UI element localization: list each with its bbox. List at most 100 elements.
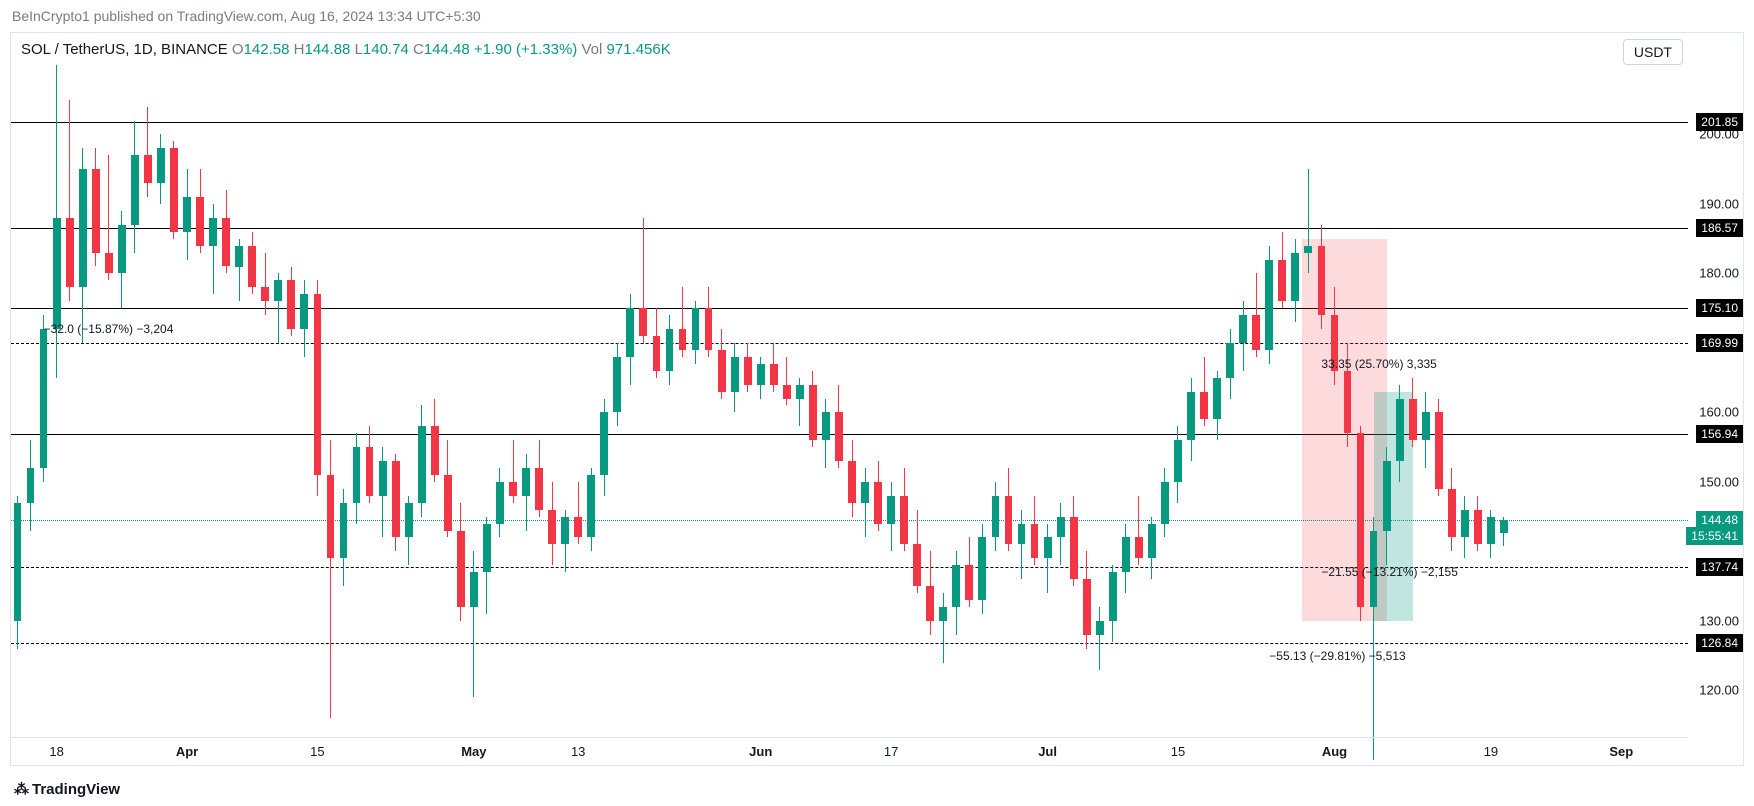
candle[interactable] [300, 294, 308, 329]
candle[interactable] [639, 308, 647, 336]
candle[interactable] [548, 510, 556, 545]
candle[interactable] [939, 607, 947, 621]
candle[interactable] [222, 218, 230, 267]
candle[interactable] [157, 148, 165, 183]
candle[interactable] [483, 524, 491, 573]
candle[interactable] [183, 197, 191, 232]
candle[interactable] [1031, 524, 1039, 559]
candle[interactable] [926, 586, 934, 621]
candle[interactable] [822, 412, 830, 440]
candle[interactable] [1057, 517, 1065, 538]
candle[interactable] [1044, 537, 1052, 558]
candle[interactable] [1291, 253, 1299, 302]
candle[interactable] [392, 461, 400, 537]
candle[interactable] [1474, 510, 1482, 545]
candle[interactable] [340, 503, 348, 559]
candle[interactable] [496, 482, 504, 524]
candle[interactable] [1461, 510, 1469, 538]
candle[interactable] [131, 155, 139, 224]
candle[interactable] [92, 169, 100, 252]
candle[interactable] [1265, 260, 1273, 350]
candle[interactable] [53, 218, 61, 329]
candle[interactable] [1500, 520, 1508, 533]
candle[interactable] [457, 531, 465, 607]
candle[interactable] [144, 155, 152, 183]
chart-area[interactable]: SOL / TetherUS, 1D, BINANCE O142.58 H144… [10, 32, 1744, 766]
candle[interactable] [1096, 621, 1104, 635]
candle[interactable] [1083, 579, 1091, 635]
candle[interactable] [757, 364, 765, 385]
candle[interactable] [170, 148, 178, 231]
candle[interactable] [14, 503, 22, 621]
candle[interactable] [626, 308, 634, 357]
candle[interactable] [248, 246, 256, 288]
candle[interactable] [887, 496, 895, 524]
candle[interactable] [835, 412, 843, 461]
candle[interactable] [1200, 392, 1208, 420]
tradingview-logo[interactable]: ⁂TradingView [14, 780, 120, 798]
candle[interactable] [574, 517, 582, 538]
candle[interactable] [379, 461, 387, 496]
candle[interactable] [1239, 315, 1247, 343]
candle[interactable] [509, 482, 517, 496]
candle[interactable] [992, 496, 1000, 538]
candle[interactable] [913, 544, 921, 586]
candle[interactable] [314, 294, 322, 475]
candle[interactable] [705, 308, 713, 350]
candle[interactable] [900, 496, 908, 545]
candle[interactable] [366, 447, 374, 496]
candle[interactable] [209, 218, 217, 246]
candle[interactable] [105, 253, 113, 274]
candle[interactable] [1435, 412, 1443, 488]
candle[interactable] [600, 412, 608, 475]
candle[interactable] [1278, 260, 1286, 302]
candle[interactable] [783, 385, 791, 399]
candle[interactable] [1018, 524, 1026, 545]
candle[interactable] [848, 461, 856, 503]
candle[interactable] [718, 350, 726, 392]
candle[interactable] [861, 482, 869, 503]
candle[interactable] [1448, 489, 1456, 538]
candle[interactable] [653, 336, 661, 371]
candle[interactable] [744, 357, 752, 385]
candle[interactable] [1109, 572, 1117, 621]
plot-area[interactable]: −32.0 (−15.87%) −3,20433.35 (25.70%) 3,3… [11, 65, 1688, 739]
candle[interactable] [40, 329, 48, 468]
candle[interactable] [1487, 517, 1495, 545]
candle[interactable] [1396, 399, 1404, 462]
candle[interactable] [522, 468, 530, 496]
candle[interactable] [1135, 537, 1143, 558]
candle[interactable] [561, 517, 569, 545]
candle[interactable] [587, 475, 595, 538]
candle[interactable] [353, 447, 361, 503]
candle[interactable] [196, 197, 204, 246]
candle[interactable] [1252, 315, 1260, 350]
candle[interactable] [1422, 412, 1430, 440]
candle[interactable] [27, 468, 35, 503]
candle[interactable] [535, 468, 543, 510]
candle[interactable] [666, 329, 674, 371]
base-currency-badge[interactable]: USDT [1623, 39, 1683, 65]
candle[interactable] [274, 280, 282, 301]
candle[interactable] [1383, 461, 1391, 530]
candle[interactable] [1213, 378, 1221, 420]
h-line-dashed[interactable] [11, 643, 1688, 644]
candle[interactable] [1318, 246, 1326, 315]
candle[interactable] [1344, 371, 1352, 434]
candle[interactable] [613, 357, 621, 413]
candle[interactable] [1357, 433, 1365, 607]
candle[interactable] [405, 503, 413, 538]
candle[interactable] [1122, 537, 1130, 572]
h-line[interactable] [11, 228, 1688, 229]
candle[interactable] [470, 572, 478, 607]
candle[interactable] [1226, 343, 1234, 378]
h-line[interactable] [11, 308, 1688, 309]
candle[interactable] [796, 385, 804, 399]
candle[interactable] [444, 475, 452, 531]
candle[interactable] [692, 308, 700, 350]
candle[interactable] [1187, 392, 1195, 441]
candle[interactable] [118, 225, 126, 274]
candle[interactable] [418, 426, 426, 502]
candle[interactable] [287, 280, 295, 329]
h-line[interactable] [11, 122, 1688, 123]
